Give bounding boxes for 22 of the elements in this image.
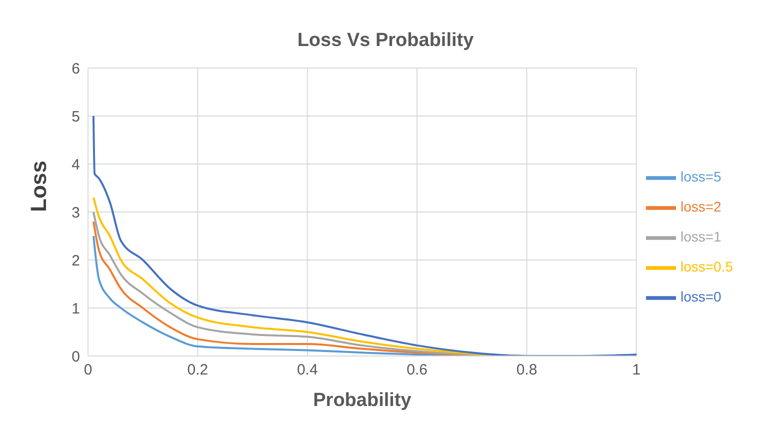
x-tick-label: 0.8 [516, 362, 538, 379]
y-tick-label: 2 [72, 252, 80, 270]
x-tick-label: 0.4 [296, 362, 318, 379]
x-tick-label: 0 [84, 362, 92, 379]
legend-label: loss=0.5 [680, 258, 733, 275]
x-axis-title: Probability [313, 390, 412, 411]
y-tick-label: 3 [72, 204, 80, 222]
legend-label: loss=1 [680, 228, 722, 245]
x-tick-label: 0.2 [187, 362, 208, 379]
x-tick-label: 1 [632, 362, 641, 379]
y-axis-title: Loss [26, 160, 51, 212]
legend-label: loss=5 [680, 168, 722, 185]
y-tick-label: 0 [72, 348, 80, 366]
legend-label: loss=2 [680, 198, 722, 215]
y-tick-label: 6 [72, 60, 80, 78]
y-tick-label: 5 [72, 108, 80, 126]
line-series [92, 115, 636, 356]
chart-title: Loss Vs Probability [296, 29, 475, 53]
y-tick-label: 1 [72, 300, 80, 318]
x-tick-label: 0.6 [406, 362, 428, 379]
legend-label: loss=0 [680, 288, 722, 305]
y-tick-label: 4 [72, 156, 80, 174]
